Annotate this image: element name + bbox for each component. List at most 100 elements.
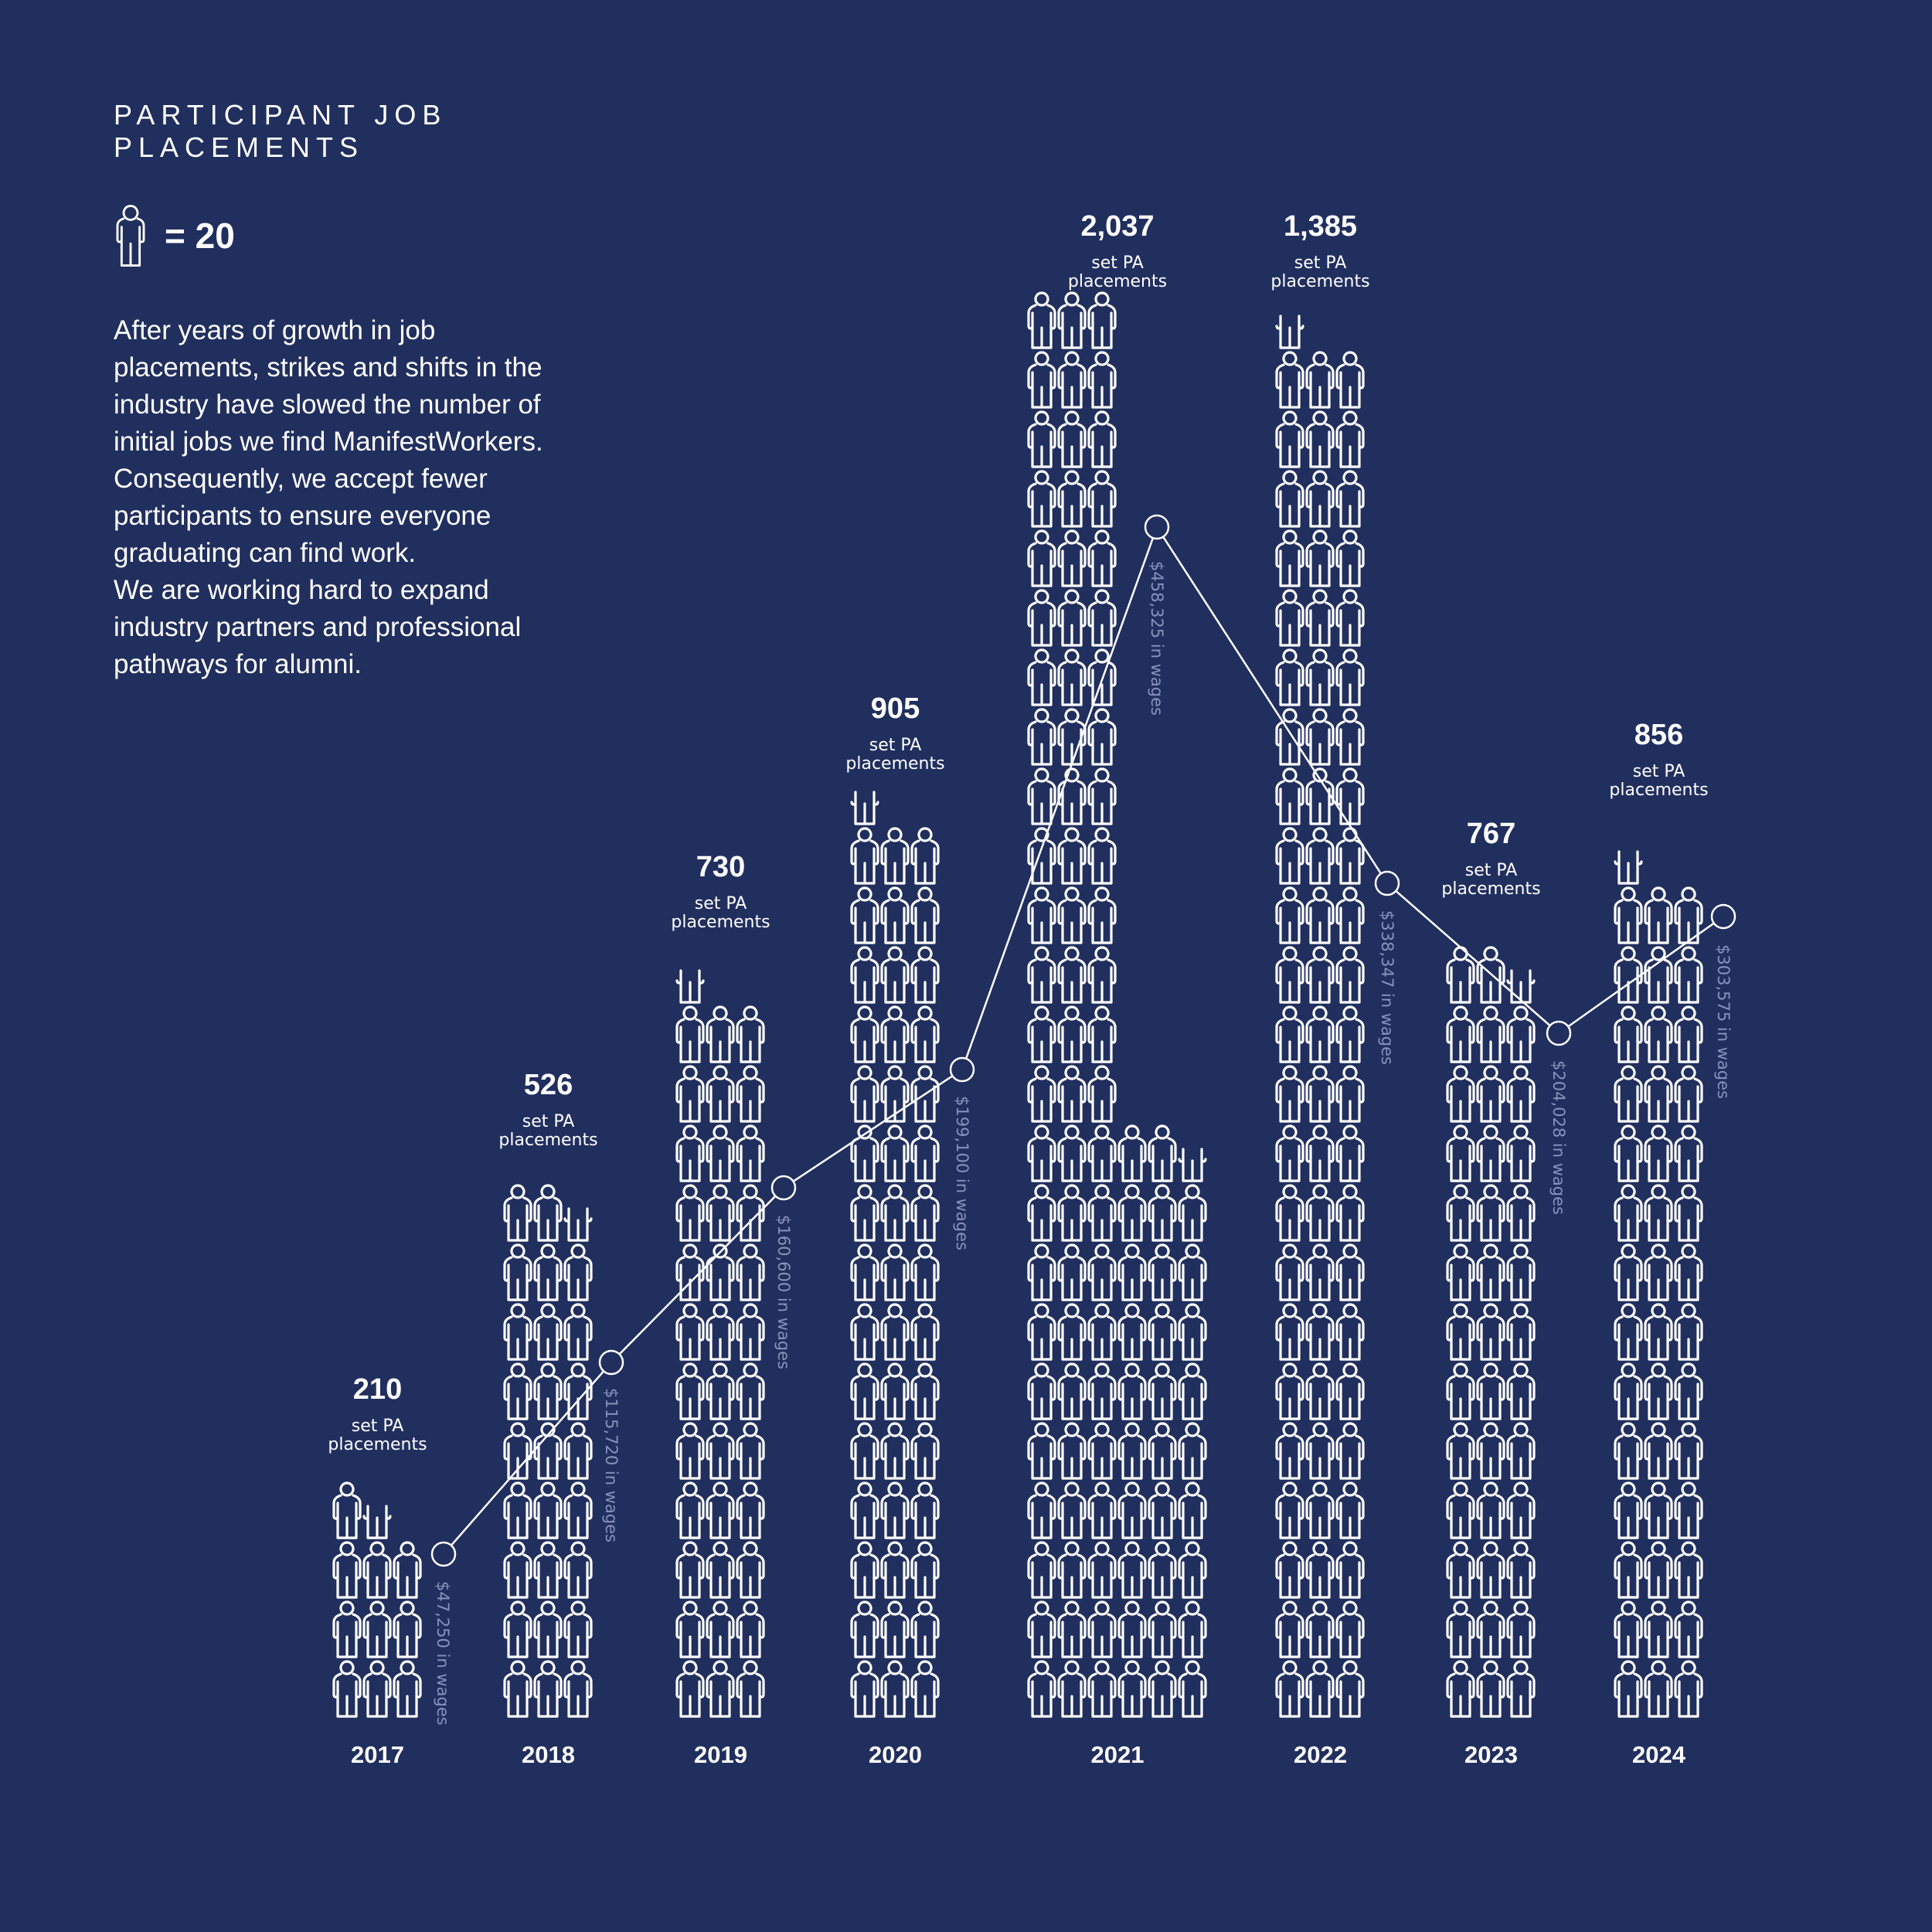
person-icon — [362, 1600, 392, 1658]
person-icon — [1027, 410, 1056, 468]
person-icon — [1446, 1184, 1475, 1242]
person-icon — [1057, 1005, 1087, 1063]
person-icon — [1446, 1600, 1475, 1658]
person-icon — [1335, 946, 1365, 1004]
person-icon — [1446, 1124, 1475, 1182]
person-icon — [503, 1303, 532, 1361]
person-icon — [1057, 886, 1087, 944]
person-icon — [533, 1600, 563, 1658]
person-icon — [1644, 1362, 1673, 1420]
person-icon — [1027, 1422, 1056, 1480]
person-icon — [1027, 1303, 1056, 1361]
person-icon — [533, 1243, 563, 1301]
placement-sublabel: placements — [1068, 272, 1167, 291]
person-icon — [1027, 529, 1056, 587]
person-icon — [1305, 827, 1335, 885]
person-icon — [1027, 1541, 1056, 1599]
person-icon — [1148, 1600, 1177, 1658]
person-icon — [1614, 1005, 1643, 1063]
person-icon — [1305, 589, 1335, 647]
placement-value: 730 — [696, 851, 745, 883]
person-icon — [1275, 1422, 1304, 1480]
person-icon — [880, 1362, 910, 1420]
person-icon — [736, 1541, 765, 1599]
person-icon — [1674, 1184, 1703, 1242]
person-icon — [1275, 1303, 1304, 1361]
person-icon — [1027, 1481, 1056, 1539]
person-icon — [1087, 827, 1117, 885]
person-icon — [850, 1541, 879, 1599]
person-icon — [1446, 1065, 1475, 1123]
wage-marker-2022 — [1374, 870, 1400, 896]
person-icon — [1674, 1481, 1703, 1539]
person-icon — [706, 1422, 735, 1480]
person-icon — [1027, 1600, 1056, 1658]
wages-line — [443, 525, 1724, 1555]
person-icon — [880, 1184, 910, 1242]
person-icon — [1117, 1660, 1147, 1718]
person-icon — [1027, 1005, 1056, 1063]
person-icon — [910, 1362, 940, 1420]
person-icon — [1275, 1362, 1304, 1420]
person-icon — [1057, 1481, 1087, 1539]
person-icon — [1305, 1065, 1335, 1123]
person-icon — [1506, 1422, 1536, 1480]
person-icon — [706, 1184, 735, 1242]
person-icon — [1275, 827, 1304, 885]
person-icon — [1275, 1065, 1304, 1123]
person-icon — [850, 1303, 879, 1361]
person-icon — [1674, 946, 1703, 1004]
person-icon — [503, 1481, 532, 1539]
person-icon — [1614, 1422, 1643, 1480]
description-text: After years of growth in job placements,… — [114, 315, 543, 679]
person-icon — [1087, 529, 1117, 587]
person-icon — [1057, 1184, 1087, 1242]
person-icon — [1476, 1660, 1505, 1718]
person-icon — [1275, 1184, 1304, 1242]
person-icon — [1057, 1422, 1087, 1480]
person-icon — [736, 1243, 765, 1301]
person-icon — [1335, 827, 1365, 885]
person-icon — [1117, 1124, 1147, 1182]
person-icon — [910, 1541, 940, 1599]
person-icon — [332, 1660, 362, 1718]
person-icon — [1148, 1660, 1177, 1718]
person-icon — [1057, 1065, 1087, 1123]
person-icon — [1057, 529, 1087, 587]
placement-value: 856 — [1634, 719, 1683, 751]
person-icon — [1148, 1481, 1177, 1539]
person-icon — [1275, 886, 1304, 944]
person-icon — [1027, 351, 1056, 409]
person-icon — [1087, 589, 1117, 647]
person-icon — [1305, 1660, 1335, 1718]
placement-sublabel: placements — [1270, 272, 1369, 291]
person-icon — [1057, 827, 1087, 885]
person-icon — [910, 1243, 940, 1301]
person-icon — [1335, 1124, 1365, 1182]
person-icon — [1305, 1422, 1335, 1480]
bar-2021 — [1027, 291, 1207, 1718]
person-icon — [393, 1660, 422, 1718]
partial-person-icon — [563, 1207, 593, 1242]
placement-value: 210 — [353, 1373, 402, 1406]
person-icon — [1506, 1541, 1536, 1599]
person-icon — [1506, 1065, 1536, 1123]
person-icon — [1476, 1005, 1505, 1063]
person-icon — [736, 1065, 765, 1123]
placement-sublabel: set PA — [1294, 253, 1347, 273]
person-icon — [1305, 529, 1335, 587]
person-icon — [1476, 1422, 1505, 1480]
person-icon — [1087, 1124, 1117, 1182]
person-icon — [1335, 1422, 1365, 1480]
person-icon — [1057, 1600, 1087, 1658]
person-icon — [1117, 1600, 1147, 1658]
person-icon — [1027, 470, 1056, 528]
person-icon — [1305, 1184, 1335, 1242]
person-icon — [563, 1600, 593, 1658]
partial-person-icon — [1506, 969, 1536, 1004]
year-label: 2024 — [1632, 1741, 1686, 1768]
person-icon — [362, 1660, 392, 1718]
person-icon — [533, 1422, 563, 1480]
year-label: 2018 — [522, 1741, 575, 1768]
wage-label: $115,720 in wages — [602, 1388, 621, 1543]
